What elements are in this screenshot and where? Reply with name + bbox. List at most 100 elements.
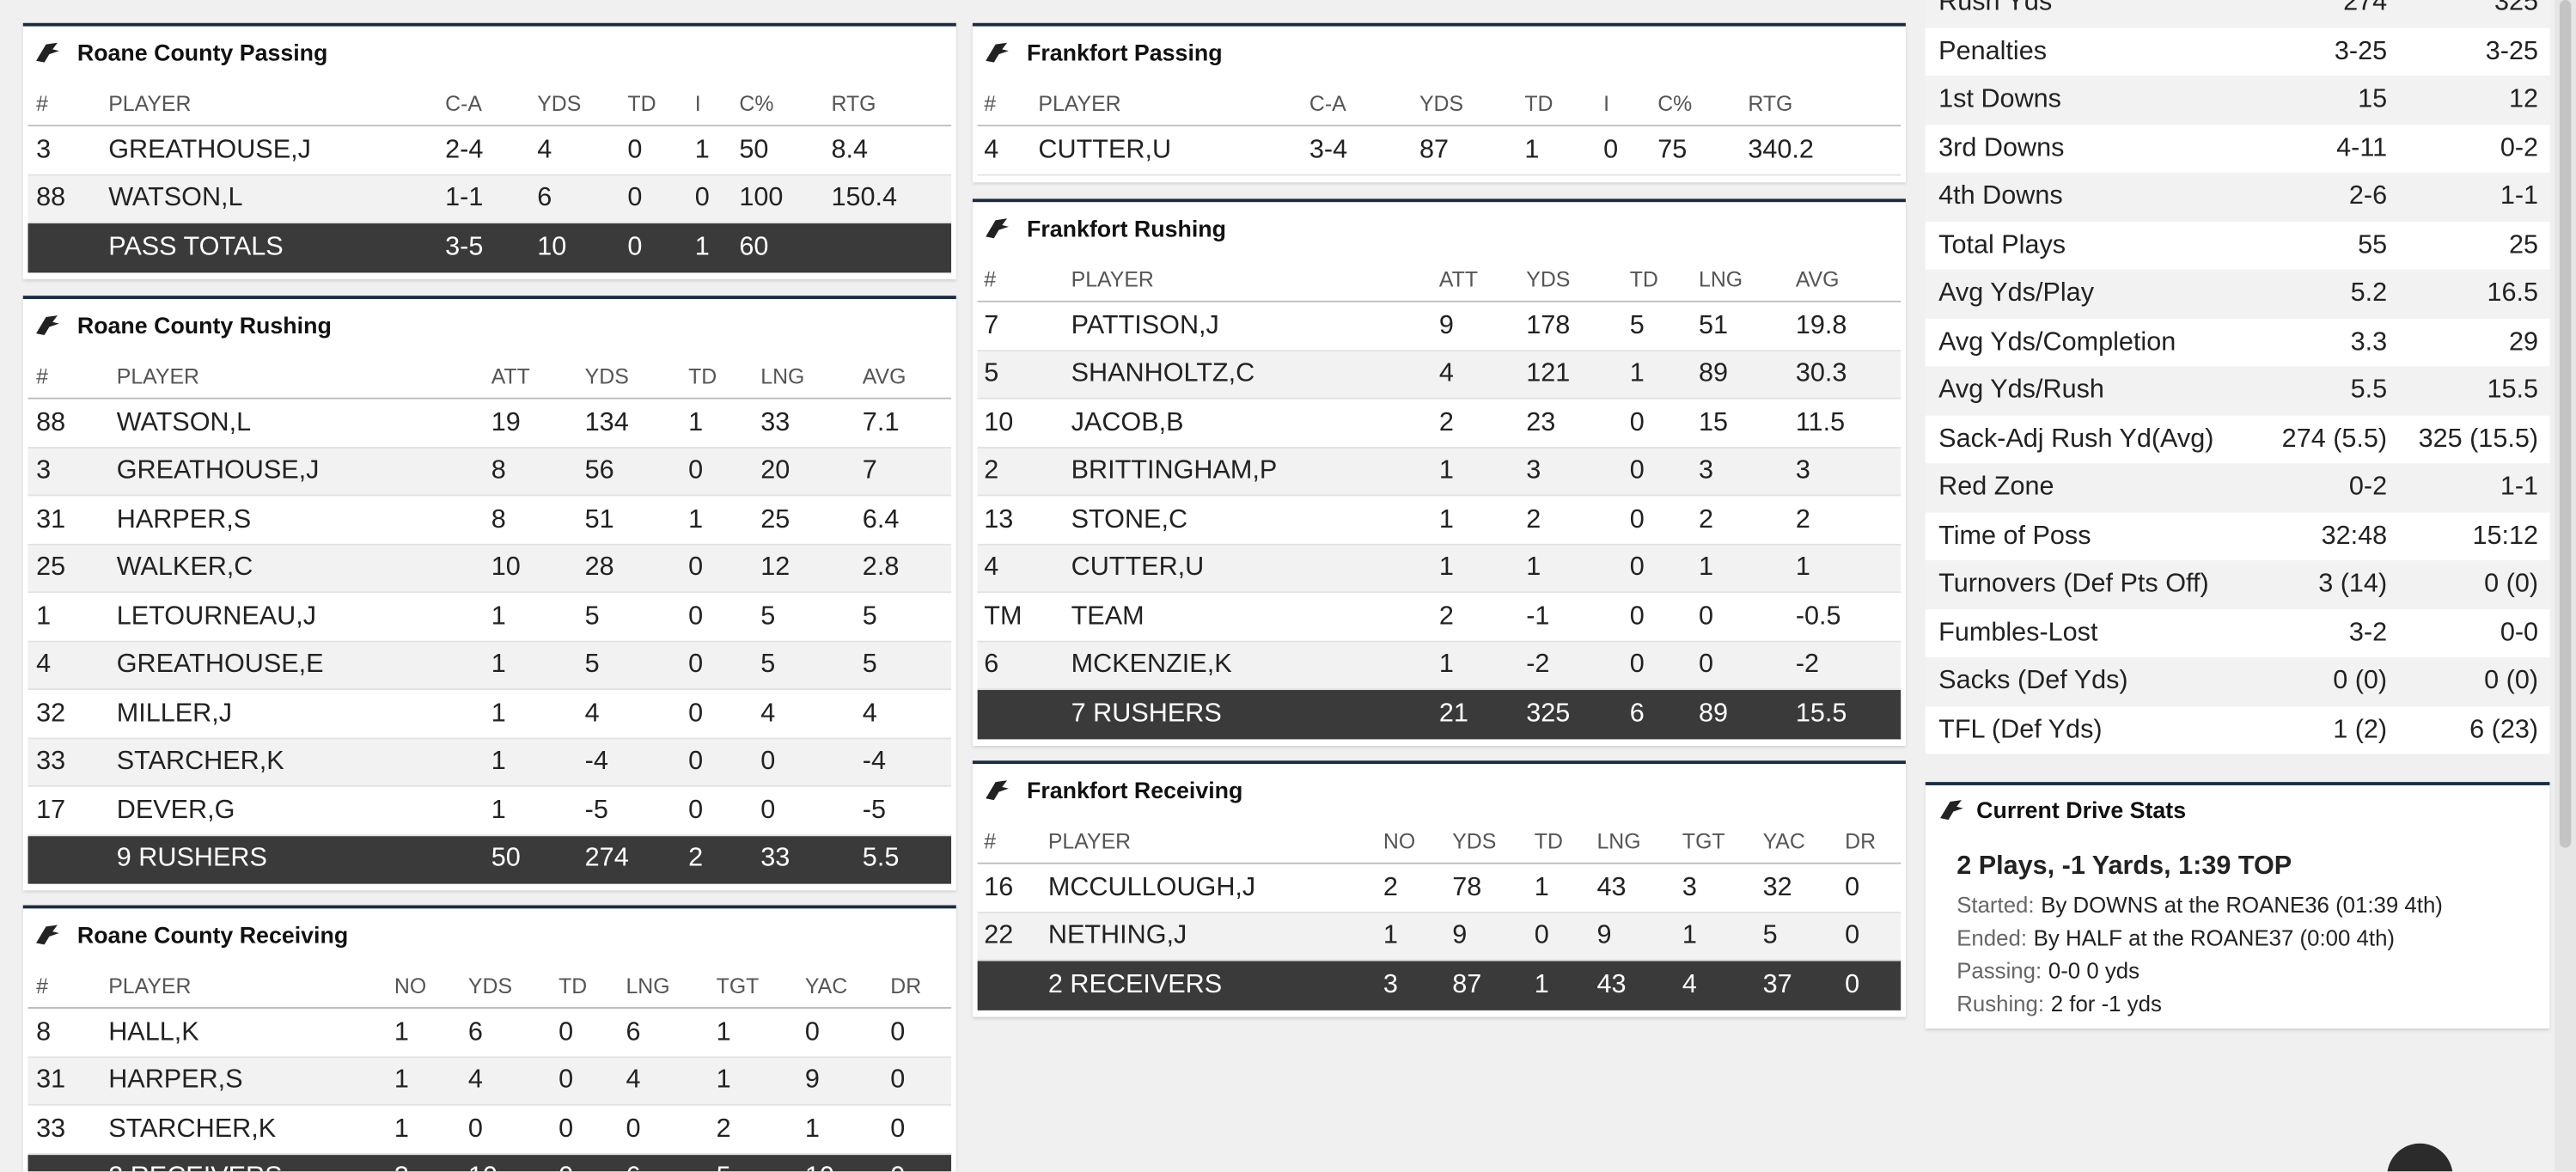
table-cell: 17 [36,796,66,825]
stat-value: 6 (23) [2469,715,2539,744]
table-row [27,174,952,224]
table-cell: 0 [688,553,704,583]
total-cell: 5.5 [862,845,900,873]
team-logo [36,42,59,63]
table-cell: 88 [36,184,66,213]
column-header: TD [627,91,656,116]
stats-panel: Frankfort Receiving # PLAYER NO YDS TD LNG TGT Y… [972,760,1906,1016]
table-cell: 4 [467,1066,483,1095]
table-cell: 1 [491,650,506,680]
table-cell: 19.8 [1795,311,1847,340]
column-header: YDS [1419,91,1464,116]
stats-panel: Frankfort Rushing # PLAYER ATT YDS TD LNG AVG 7 P… [972,198,1906,746]
table-cell: 0 [559,1066,574,1095]
table-cell: 30.3 [1795,360,1847,388]
table-cell: 31 [36,1066,66,1095]
table-cell: MCCULLOUGH,J [1047,873,1256,902]
stat-label: TFL (Def Yds) [1938,715,2103,744]
table-cell: -0.5 [1795,602,1841,631]
table-cell: 4 [626,1066,641,1095]
team-logo [1940,800,1963,821]
table-cell: 0 [688,602,704,631]
floating-button[interactable] [2387,1143,2453,1172]
stat-value: 274 (5.5) [2281,424,2388,453]
header-rule [977,862,1901,864]
drive-label: Started: [1956,893,2035,918]
team-logo [986,780,1009,801]
table-row [977,351,1901,400]
stat-row [1925,318,2550,367]
column-header: ATT [1438,266,1479,292]
total-cell: 0 [1845,970,1860,999]
table-cell: 7 [862,457,877,485]
column-header: PLAYER [1047,828,1132,854]
table-row [977,864,1901,913]
column-header: # [984,266,997,292]
scrollbar-thumb[interactable] [2559,0,2572,848]
stat-value: 2-6 [2348,182,2388,211]
team-logo [36,925,59,945]
table-cell: 75 [1657,136,1688,164]
stat-value: 0-0 [2500,618,2539,647]
table-cell: 1 [491,748,506,776]
table-cell: 100 [739,184,784,213]
column-header: LNG [1596,828,1641,854]
table-cell: 25 [760,505,791,534]
table-cell: 15 [1699,408,1729,437]
table-cell: 33 [36,1114,66,1144]
stat-value: 1-1 [2500,182,2539,211]
total-cell: 3 [394,1163,409,1171]
total-cell: 43 [1596,970,1627,999]
column-header: TD [1524,91,1554,116]
table-row [27,738,952,787]
stat-label: Time of Poss [1938,522,2091,550]
total-row [27,223,952,272]
total-row [977,961,1901,1010]
table-cell: 2 [1795,505,1810,534]
table-cell: 0 [1534,922,1549,950]
column-header: PLAYER [108,973,192,998]
table-cell: 87 [1419,136,1449,164]
drive-line: Rushing: 2 for -1 yds [1956,992,2162,1016]
table-cell: 4 [1438,360,1454,388]
stat-value: 5.5 [2350,375,2388,405]
table-cell: 150.4 [831,184,898,213]
total-cell: 325 [1526,699,1571,728]
table-cell: 5 [862,602,877,631]
table-cell: 0 [760,796,776,825]
stat-value: 3-2 [2348,618,2388,647]
table-cell: CUTTER,U [1038,136,1172,164]
table-cell: WATSON,L [116,408,252,437]
table-row [977,448,1901,497]
stat-label: 4th Downs [1938,182,2063,211]
table-cell: TM [984,602,1022,631]
stat-value: 3-25 [2485,37,2539,65]
stat-label: Fumbles-Lost [1938,618,2098,647]
stat-value: 274 [2343,0,2388,17]
table-cell: 23 [1526,408,1556,437]
table-cell: 16 [984,873,1014,902]
table-cell: 3 [1795,457,1810,485]
stat-label: Avg Yds/Rush [1938,375,2104,405]
total-cell: 1 [1534,970,1549,999]
header-rule [27,125,952,127]
table-cell: 4 [537,136,552,164]
column-header: DR [1845,828,1877,854]
table-cell: -5 [862,796,887,825]
table-cell: 6.4 [862,505,900,534]
column-header: YDS [537,91,582,116]
table-cell: MILLER,J [116,699,233,728]
table-cell: 1 [1383,922,1398,950]
table-row [27,1008,952,1058]
table-cell: 2.8 [862,553,900,583]
table-cell: 1-1 [445,184,484,213]
table-cell: 5 [1629,311,1645,340]
column-header: TGT [716,973,760,998]
table-cell: 1 [1438,457,1454,485]
table-cell: WALKER,C [116,553,253,583]
table-cell: 0 [688,650,704,680]
table-row [27,1105,952,1155]
panel-title: Roane County Passing [76,39,328,66]
table-cell: 51 [584,505,614,534]
table-cell: LETOURNEAU,J [116,602,317,631]
